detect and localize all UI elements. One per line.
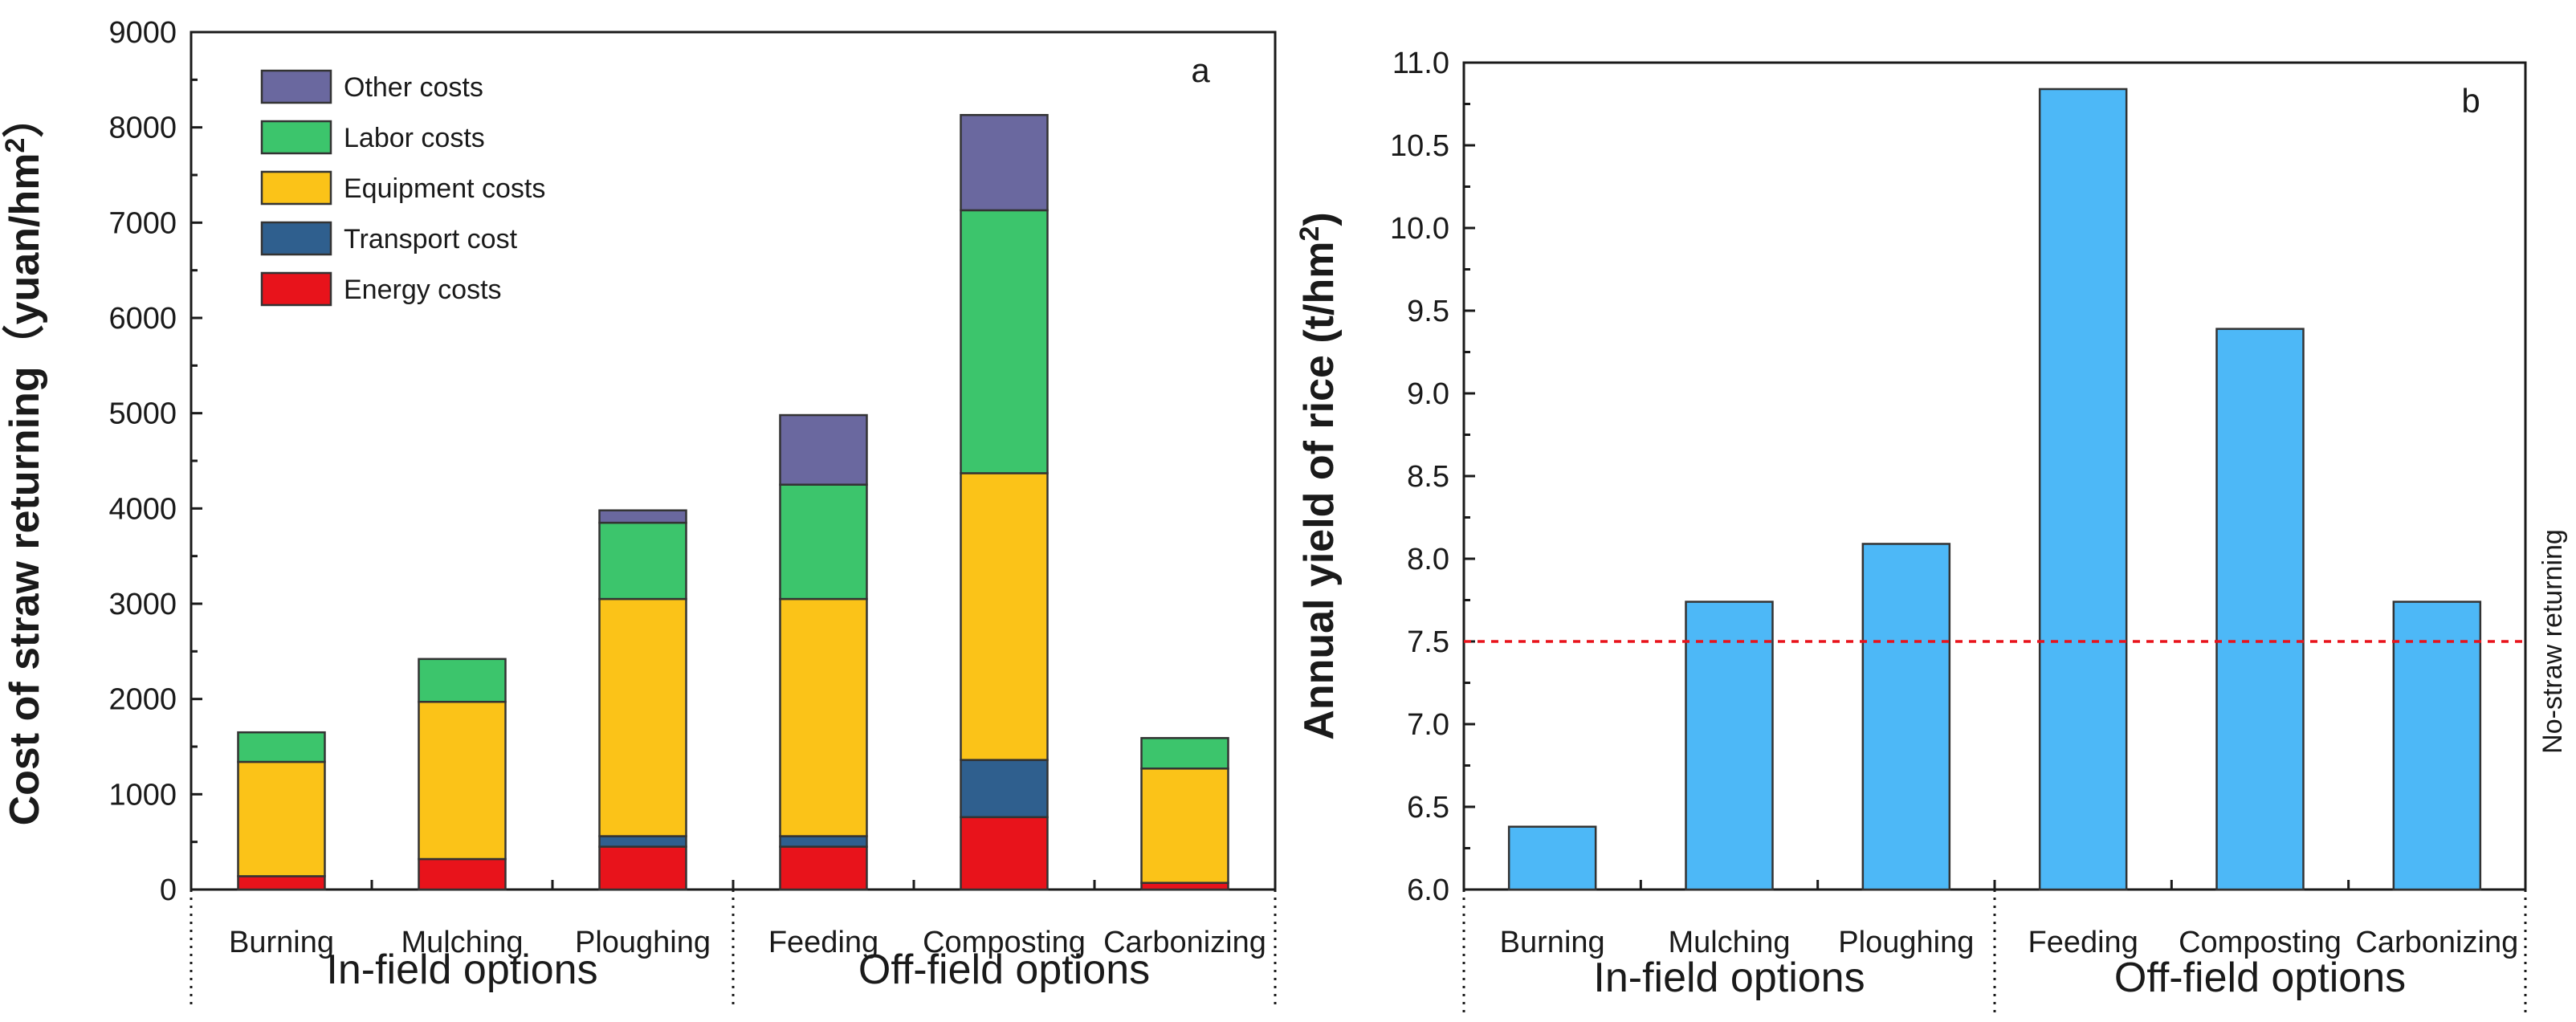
y-axis-title: Cost of straw returning（yuan/hm2） — [0, 96, 48, 826]
bar-composting-labor-costs — [960, 209, 1049, 474]
bar-mulching-equipment-costs — [418, 700, 507, 861]
group-label-in-field-options: In-field options — [1593, 955, 1865, 1001]
panel-letter: a — [1191, 51, 1210, 89]
x-tick-label-composting: Composting — [923, 926, 1086, 959]
x-tick-label-feeding: Feeding — [768, 926, 878, 959]
legend-swatch-equipment-costs — [260, 170, 332, 206]
bar-feeding-other-costs — [779, 413, 868, 486]
bar-ploughing-annual-yield-of-rice — [1861, 543, 1951, 891]
bar-carbonizing-equipment-costs — [1140, 768, 1229, 884]
legend-swatch-energy-costs — [260, 271, 332, 307]
bar-mulching-labor-costs — [418, 658, 507, 703]
bar-composting-other-costs — [960, 113, 1049, 212]
bar-ploughing-other-costs — [598, 509, 687, 524]
bar-ploughing-energy-costs — [598, 845, 687, 891]
y-tick-label: 7.5 — [1407, 625, 1449, 659]
legend-label-labor-costs: Labor costs — [344, 123, 485, 153]
bar-feeding-transport-cost — [779, 835, 868, 848]
bar-ploughing-transport-cost — [598, 835, 687, 848]
panel-a-cost-chart: 0 1000 2000 3000 4000 5000 6000 7000 8000 9000 Cos… — [0, 16, 1277, 1010]
legend: Other costs Labor costs Equipment costs Tra… — [260, 69, 545, 307]
bar-feeding-energy-costs — [779, 845, 868, 891]
group-label-in-field-options: In-field options — [326, 947, 597, 993]
bar-carbonizing-annual-yield-of-rice — [2392, 601, 2482, 891]
bar-composting-annual-yield-of-rice — [2215, 328, 2305, 891]
bar-composting-transport-cost — [960, 759, 1049, 819]
bar-feeding-annual-yield-of-rice — [2038, 88, 2128, 891]
bar-mulching-energy-costs — [418, 857, 507, 891]
y-tick-label: 10.0 — [1390, 212, 1449, 246]
x-tick-label-mulching: Mulching — [1668, 926, 1790, 959]
y-tick-label: 7.0 — [1407, 708, 1449, 742]
y-tick-label: 3000 — [108, 588, 177, 621]
bar-mulching-annual-yield-of-rice — [1685, 601, 1774, 891]
x-tick-label-burning: Burning — [1500, 926, 1605, 959]
y-tick-label: 2000 — [108, 683, 177, 717]
x-tick-label-ploughing: Ploughing — [1838, 926, 1974, 959]
bar-feeding-labor-costs — [779, 483, 868, 601]
legend-swatch-labor-costs — [260, 120, 332, 155]
legend-label-energy-costs: Energy costs — [344, 275, 502, 305]
x-tick-label-burning: Burning — [229, 926, 334, 959]
y-axis-title: Annual yield of rice (t/hm2) — [1294, 212, 1343, 739]
y-tick-label: 6000 — [108, 302, 177, 336]
panel-letter: b — [2461, 82, 2480, 120]
y-tick-label: 5000 — [108, 397, 177, 431]
x-tick-label-carbonizing: Carbonizing — [1103, 926, 1266, 959]
y-tick-label: 9.0 — [1407, 377, 1449, 411]
y-tick-label: 9000 — [108, 16, 177, 50]
y-tick-label: 8.5 — [1407, 460, 1449, 494]
reference-line-label: No-straw returning — [2537, 529, 2568, 754]
group-label-off-field-options: Off-field options — [2114, 955, 2406, 1001]
legend-label-transport-cost: Transport cost — [344, 224, 518, 254]
y-tick-label: 6.5 — [1407, 791, 1449, 825]
y-tick-label: 1000 — [108, 778, 177, 812]
x-tick-label-carbonizing: Carbonizing — [2355, 926, 2518, 959]
bar-burning-annual-yield-of-rice — [1507, 825, 1597, 891]
legend-label-equipment-costs: Equipment costs — [344, 173, 545, 204]
group-label-off-field-options: Off-field options — [858, 947, 1150, 993]
legend-label-other-costs: Other costs — [344, 72, 483, 103]
bar-burning-labor-costs — [237, 731, 326, 763]
bar-carbonizing-labor-costs — [1140, 737, 1229, 770]
y-tick-label: 4000 — [108, 492, 177, 526]
bar-burning-equipment-costs — [237, 760, 326, 877]
y-tick-label: 11.0 — [1392, 47, 1449, 80]
y-tick-label: 8000 — [108, 112, 177, 145]
panel-b-yield-chart: 6.0 6.5 7.0 7.5 8.0 8.5 9.0 9.5 10.0 10.5 11.0 Annu… — [1294, 47, 2568, 1013]
x-tick-label-ploughing: Ploughing — [575, 926, 711, 959]
y-tick-label: 6.0 — [1407, 873, 1449, 907]
plot-frame — [190, 31, 1277, 891]
y-tick-label: 10.5 — [1390, 129, 1449, 163]
legend-swatch-other-costs — [260, 69, 332, 104]
bar-composting-energy-costs — [960, 816, 1049, 891]
x-tick-label-composting: Composting — [2179, 926, 2342, 959]
x-tick-label-feeding: Feeding — [2028, 926, 2138, 959]
x-tick-label-mulching: Mulching — [401, 926, 523, 959]
y-tick-label: 7000 — [108, 206, 177, 240]
bar-ploughing-labor-costs — [598, 521, 687, 601]
bar-composting-equipment-costs — [960, 472, 1049, 761]
y-tick-label: 8.0 — [1407, 543, 1449, 576]
legend-swatch-transport-cost — [260, 221, 332, 256]
bar-ploughing-equipment-costs — [598, 597, 687, 837]
y-tick-label: 0 — [160, 873, 177, 907]
bar-feeding-equipment-costs — [779, 597, 868, 837]
plot-frame — [1462, 61, 2527, 891]
bar-burning-energy-costs — [237, 875, 326, 891]
y-tick-label: 9.5 — [1407, 295, 1449, 328]
